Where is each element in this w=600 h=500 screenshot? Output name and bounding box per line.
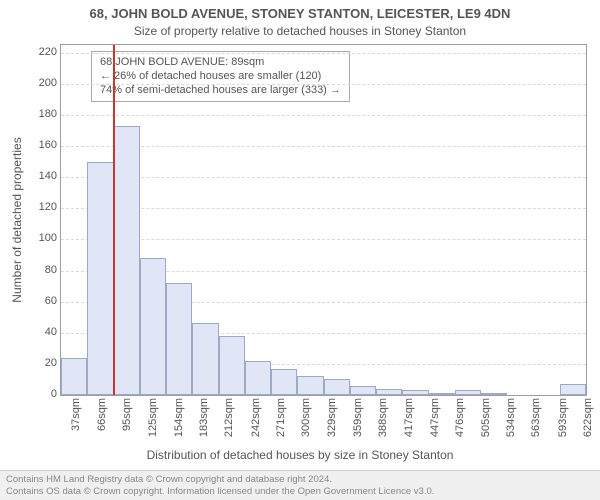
y-tick-label: 160 (39, 139, 57, 151)
x-tick-label: 476sqm (454, 398, 466, 458)
infobox-line: ← 26% of detached houses are smaller (12… (100, 70, 341, 84)
histogram-bar (61, 358, 87, 395)
histogram-plot-area: 68 JOHN BOLD AVENUE: 89sqm← 26% of detac… (60, 44, 587, 396)
x-tick-label: 417sqm (403, 398, 415, 458)
y-tick-label: 80 (45, 264, 57, 276)
histogram-bar (140, 258, 166, 395)
histogram-bar (166, 283, 192, 395)
subject-marker-line (113, 45, 115, 395)
marker-infobox: 68 JOHN BOLD AVENUE: 89sqm← 26% of detac… (91, 51, 350, 102)
infobox-line: 74% of semi-detached houses are larger (… (100, 84, 341, 98)
gridline-h (61, 208, 586, 209)
histogram-bar (324, 379, 350, 395)
x-tick-label: 37sqm (70, 398, 82, 458)
histogram-bar (350, 386, 376, 395)
histogram-bar (271, 369, 297, 395)
gridline-h (61, 239, 586, 240)
chart-title-main: 68, JOHN BOLD AVENUE, STONEY STANTON, LE… (0, 6, 600, 21)
x-tick-label: 154sqm (173, 398, 185, 458)
histogram-bar (455, 390, 481, 395)
y-tick-label: 200 (39, 77, 57, 89)
y-tick-label: 140 (39, 170, 57, 182)
x-tick-label: 359sqm (352, 398, 364, 458)
x-tick-label: 66sqm (96, 398, 108, 458)
x-tick-label: 329sqm (326, 398, 338, 458)
x-tick-label: 125sqm (147, 398, 159, 458)
x-tick-label: 534sqm (505, 398, 517, 458)
histogram-bar (87, 162, 113, 395)
gridline-h (61, 53, 586, 54)
histogram-bar (245, 361, 271, 395)
x-tick-label: 271sqm (275, 398, 287, 458)
footer-line-2: Contains OS data © Crown copyright. Info… (6, 486, 594, 497)
x-tick-label: 183sqm (198, 398, 210, 458)
attribution-footer: Contains HM Land Registry data © Crown c… (0, 470, 600, 500)
histogram-bar (560, 384, 586, 395)
figure-container: 68, JOHN BOLD AVENUE, STONEY STANTON, LE… (0, 0, 600, 500)
gridline-h (61, 177, 586, 178)
histogram-bar (114, 126, 140, 395)
y-tick-label: 60 (45, 295, 57, 307)
histogram-bar (297, 376, 323, 395)
y-tick-label: 100 (39, 232, 57, 244)
histogram-bar (402, 390, 428, 395)
y-tick-label: 40 (45, 326, 57, 338)
histogram-bar (429, 393, 455, 395)
y-tick-label: 0 (51, 388, 57, 400)
x-tick-label: 563sqm (530, 398, 542, 458)
y-tick-label: 120 (39, 201, 57, 213)
gridline-h (61, 115, 586, 116)
x-tick-label: 95sqm (121, 398, 133, 458)
x-tick-label: 622sqm (582, 398, 594, 458)
x-tick-label: 505sqm (480, 398, 492, 458)
x-tick-label: 593sqm (557, 398, 569, 458)
footer-line-1: Contains HM Land Registry data © Crown c… (6, 474, 594, 485)
x-tick-label: 388sqm (377, 398, 389, 458)
chart-title-sub: Size of property relative to detached ho… (0, 24, 600, 38)
x-tick-label: 447sqm (429, 398, 441, 458)
x-tick-label: 300sqm (300, 398, 312, 458)
y-tick-label: 220 (39, 46, 57, 58)
y-tick-label: 180 (39, 108, 57, 120)
y-tick-label: 20 (45, 357, 57, 369)
x-tick-label: 242sqm (250, 398, 262, 458)
gridline-h (61, 146, 586, 147)
histogram-bar (219, 336, 245, 395)
histogram-bar (376, 389, 402, 395)
infobox-line: 68 JOHN BOLD AVENUE: 89sqm (100, 56, 341, 70)
gridline-h (61, 84, 586, 85)
histogram-bar (192, 323, 218, 395)
histogram-bar (481, 393, 507, 395)
x-tick-label: 212sqm (223, 398, 235, 458)
